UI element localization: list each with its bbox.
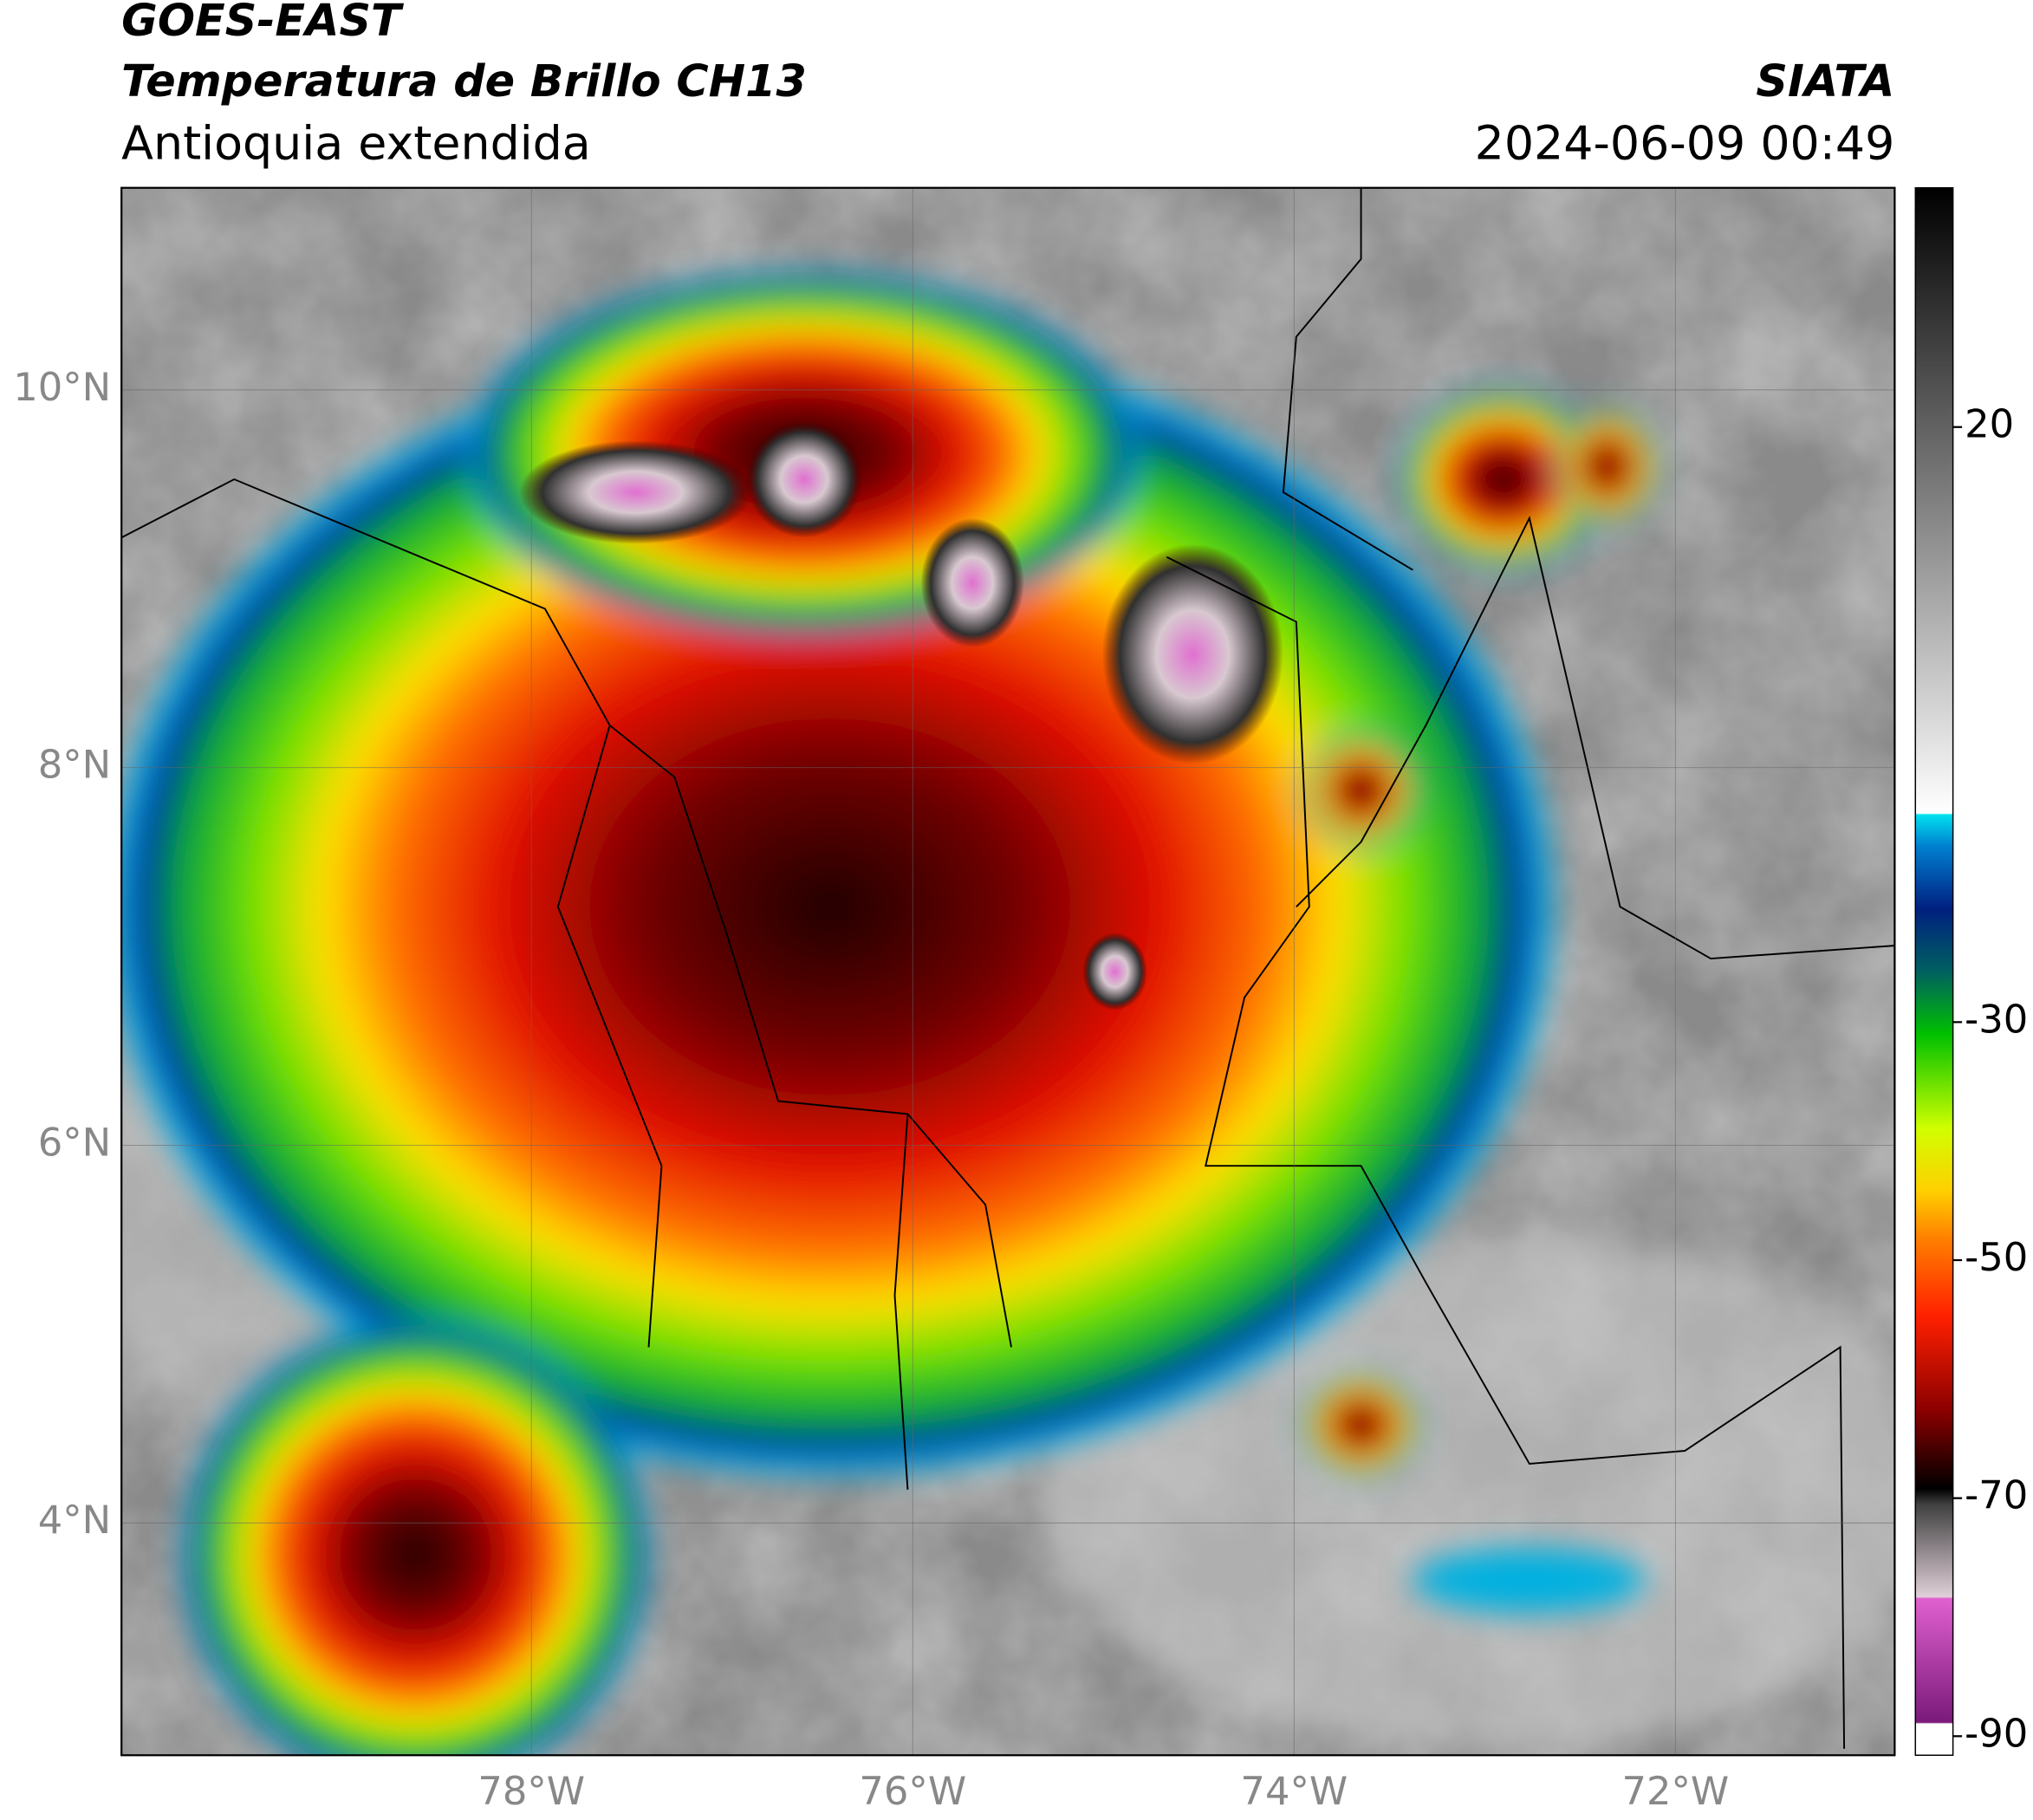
satellite-image — [121, 187, 1895, 1756]
x-tick-label: 72°W — [1621, 1768, 1729, 1814]
y-tick-label: 10°N — [13, 364, 111, 410]
x-tick-label: 76°W — [859, 1768, 966, 1814]
colorbar-tick-label: -70 — [1965, 1472, 2028, 1518]
y-tick-label: 4°N — [38, 1497, 111, 1543]
source: SIATA — [1756, 55, 1894, 107]
colorbar — [1914, 186, 1954, 1757]
title: Temperatura de Brillo CH13 — [121, 55, 807, 107]
title: GOES-EAST — [121, 0, 404, 46]
y-tick-label: 8°N — [38, 742, 111, 788]
colorbar-tick-label: -90 — [1965, 1710, 2028, 1756]
y-tick-label: 6°N — [38, 1119, 111, 1165]
borders — [121, 187, 1895, 1749]
x-tick-label: 78°W — [477, 1768, 585, 1814]
map-frame — [120, 186, 1896, 1757]
subtitle: Antioquia extendida — [121, 116, 591, 171]
x-tick-label: 74°W — [1240, 1768, 1348, 1814]
colorbar-tick-label: 20 — [1965, 401, 2014, 447]
colorbar-tick-label: -30 — [1965, 996, 2028, 1042]
datetime: 2024-06-09 00:49 — [1475, 116, 1895, 171]
colorbar-tick-label: -50 — [1965, 1234, 2028, 1280]
